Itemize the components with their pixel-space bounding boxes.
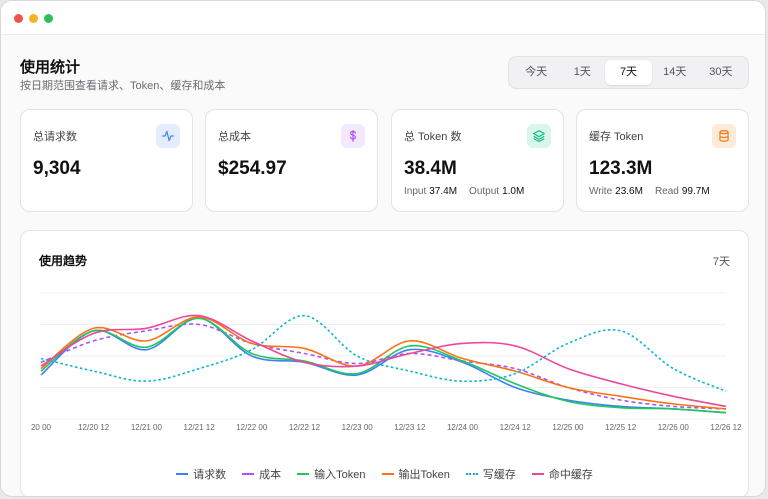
- legend-swatch: [531, 473, 544, 475]
- cache-read: Read 99.7M: [654, 186, 710, 197]
- legend-label: 请求数: [193, 469, 227, 481]
- usage-trend-chart: 20 00 12/20 12 12/21 00 12/21 12 12/22 00 12/…: [31, 292, 742, 432]
- minimize-window-button[interactable]: [29, 14, 38, 23]
- legend-swatch: [297, 473, 310, 475]
- stat-card-cache: 缓存 Token 123.3M Write 23.6M Read 99.7M: [576, 109, 749, 212]
- usage-trend-chart-card: 使用趋势 7天 20 00 12/20 12 12/21 00 12/21 12 12/…: [20, 230, 749, 496]
- series-line-3: [40, 316, 727, 410]
- x-tick-label: 12/26 12: [710, 423, 742, 432]
- cache-write: Write 23.6M: [589, 186, 643, 197]
- stat-breakdown: Write 23.6M Read 99.7M: [589, 186, 710, 197]
- series-line-1: [40, 323, 727, 410]
- x-tick-label: 20 00: [31, 423, 52, 432]
- stat-card-tokens: 总 Token 数 38.4M Input 37.4M Output 1.0M: [391, 109, 564, 212]
- legend-item[interactable]: 输入Token: [297, 466, 366, 482]
- stat-card-cost: 总成本 $254.97: [205, 109, 378, 212]
- page-subtitle: 按日期范围查看请求、Token、缓存和成本: [20, 80, 226, 92]
- stat-label: 总成本: [218, 131, 251, 143]
- legend-label: 写缓存: [482, 469, 516, 481]
- chart-legend: 请求数 成本 输入Token 输出Token 写缓存 命中缓存: [21, 466, 748, 482]
- x-tick-label: 12/24 12: [500, 423, 532, 432]
- x-tick-label: 12/23 12: [394, 423, 426, 432]
- legend-label: 命中缓存: [548, 469, 593, 481]
- legend-label: 成本: [259, 469, 282, 481]
- x-tick-label: 12/22 12: [289, 423, 321, 432]
- tab-7-days[interactable]: 7天: [605, 60, 652, 85]
- title-bar: [1, 1, 765, 35]
- x-tick-label: 12/25 12: [605, 423, 637, 432]
- stat-breakdown: Input 37.4M Output 1.0M: [404, 186, 524, 197]
- legend-label: 输入Token: [314, 469, 366, 481]
- legend-label: 输出Token: [398, 469, 450, 481]
- series-line-2: [40, 317, 727, 414]
- activity-icon: [156, 124, 180, 148]
- x-tick-label: 12/21 12: [184, 423, 216, 432]
- page-title: 使用统计: [20, 59, 81, 76]
- legend-swatch: [176, 473, 189, 475]
- stat-value: 9,304: [33, 158, 81, 179]
- legend-item[interactable]: 写缓存: [465, 466, 516, 482]
- x-tick-label: 12/26 00: [658, 423, 690, 432]
- legend-item[interactable]: 成本: [242, 466, 281, 482]
- tab-30-days[interactable]: 30天: [709, 66, 733, 78]
- x-tick-label: 12/23 00: [342, 423, 374, 432]
- input-tokens: Input 37.4M: [404, 186, 458, 197]
- close-window-button[interactable]: [14, 14, 23, 23]
- layers-icon: [527, 124, 551, 148]
- legend-swatch: [242, 473, 255, 475]
- chart-title: 使用趋势: [39, 254, 88, 268]
- x-tick-label: 12/24 00: [447, 423, 479, 432]
- x-tick-label: 12/25 00: [552, 423, 584, 432]
- chart-range-label: 7天: [712, 256, 730, 268]
- stat-value: 123.3M: [589, 158, 653, 179]
- stat-card-requests: 总请求数 9,304: [20, 109, 193, 212]
- date-range-selector: 今天 1天 7天 14天 30天: [508, 56, 749, 89]
- x-tick-label: 12/21 00: [131, 423, 163, 432]
- maximize-window-button[interactable]: [44, 14, 53, 23]
- output-tokens: Output 1.0M: [469, 186, 525, 197]
- x-tick-label: 12/22 00: [236, 423, 268, 432]
- x-tick-label: 12/20 12: [78, 423, 110, 432]
- stat-label: 缓存 Token: [589, 131, 644, 143]
- legend-item[interactable]: 请求数: [176, 466, 226, 482]
- database-icon: [712, 124, 736, 148]
- series-line-5: [40, 314, 727, 408]
- stat-value: $254.97: [218, 158, 287, 179]
- tab-14-days[interactable]: 14天: [663, 66, 687, 78]
- stat-label: 总请求数: [33, 131, 77, 143]
- series-line-4: [40, 314, 727, 393]
- legend-swatch: [465, 473, 478, 475]
- stat-label: 总 Token 数: [404, 131, 462, 143]
- tab-1-day[interactable]: 1天: [573, 66, 591, 78]
- legend-item[interactable]: 输出Token: [381, 466, 450, 482]
- series-line-0: [40, 317, 727, 414]
- tab-today[interactable]: 今天: [525, 66, 548, 78]
- legend-swatch: [381, 473, 394, 475]
- stat-value: 38.4M: [404, 158, 457, 179]
- dollar-icon: [341, 124, 365, 148]
- legend-item[interactable]: 命中缓存: [531, 466, 593, 482]
